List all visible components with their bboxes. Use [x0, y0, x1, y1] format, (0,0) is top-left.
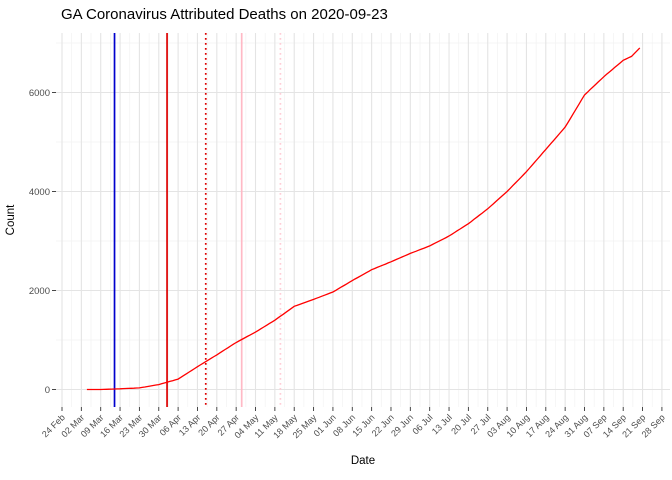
y-axis-title: Count — [5, 204, 17, 235]
event-vlines — [113, 33, 282, 407]
y-tick-label: 6000 — [29, 88, 50, 99]
x-tick-label: 29 Jun — [389, 412, 415, 438]
y-tick-label: 4000 — [29, 187, 50, 198]
y-tick-label: 0 — [45, 385, 50, 396]
chart-title: GA Coronavirus Attributed Deaths on 2020… — [61, 6, 388, 23]
x-tick-label: 13 Jul — [430, 412, 454, 436]
deaths-line — [86, 47, 641, 391]
minor-gridlines — [56, 33, 670, 407]
series-path-cumulative-attributed-deaths — [86, 47, 641, 391]
x-tick-label: 06 Jul — [411, 412, 435, 436]
x-axis-title: Date — [351, 455, 375, 467]
x-tick-label: 20 Jul — [449, 412, 473, 436]
y-tick-label: 2000 — [29, 286, 50, 297]
major-gridlines — [56, 33, 670, 407]
